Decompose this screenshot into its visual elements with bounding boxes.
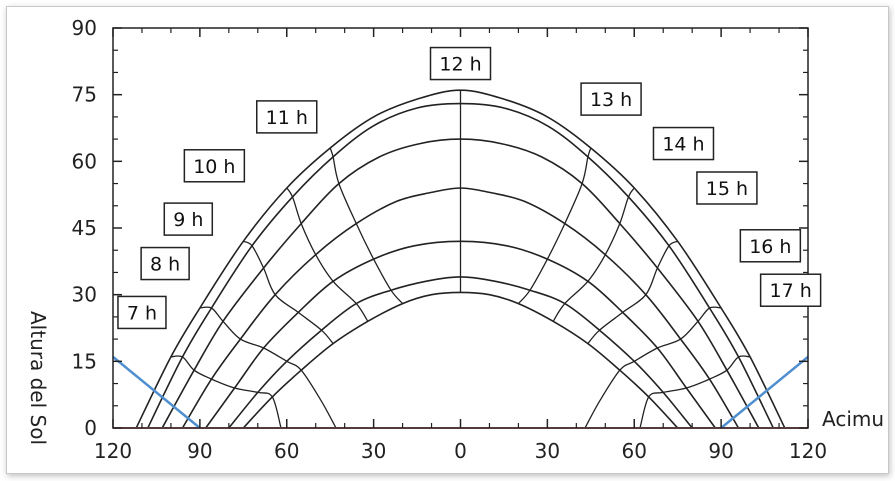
hour-line-5 [287,188,368,321]
x-tick-label: 60 [622,439,647,463]
hour-label: 13 h [581,83,641,115]
y-tick-label: 75 [72,83,97,107]
hour-label: 12 h [431,48,491,80]
x-tick-label: 90 [187,439,212,463]
hour-label-text: 9 h [173,209,203,231]
hour-label-text: 12 h [439,54,481,76]
day-curve-6 [229,277,692,428]
x-tick-label: 60 [274,439,299,463]
hour-label-text: 13 h [590,89,632,111]
x-tick-label: 90 [708,439,733,463]
x-axis-label: Acimu [822,407,884,431]
y-tick-label: 90 [72,16,97,40]
y-tick-label: 15 [72,349,97,373]
hour-label-text: 7 h [127,302,157,324]
hour-label-text: 8 h [150,254,180,276]
hour-label: 17 h [761,274,821,306]
y-tick-label: 0 [84,416,97,440]
day-curve-7 [243,292,677,428]
obstruction-line-2 [721,357,808,428]
hour-label-text: 14 h [662,134,704,156]
x-tick-label: 120 [94,439,132,463]
y-tick-label: 30 [72,283,97,307]
hour-label-text: 17 h [769,280,811,302]
hour-label-text: 16 h [749,236,791,258]
hour-label: 8 h [141,248,189,280]
y-tick-label: 60 [72,149,97,173]
hour-label: 14 h [653,128,713,160]
x-tick-label: 30 [535,439,560,463]
x-tick-label: 0 [454,439,467,463]
hour-label: 10 h [184,150,244,182]
hour-label: 15 h [697,172,757,204]
reference-lines [113,357,808,428]
hour-label: 9 h [164,203,212,235]
hour-label: 7 h [118,296,166,328]
hour-label-text: 10 h [193,156,235,178]
hour-label: 11 h [257,101,317,133]
x-tick-label: 120 [789,439,827,463]
hour-label-text: 15 h [706,178,748,200]
hour-label-text: 11 h [266,107,308,129]
hour-line-8 [518,148,590,304]
hour-line-6 [330,148,402,304]
obstruction-line-1 [113,357,200,428]
x-tick-label: 30 [361,439,386,463]
hour-label: 16 h [740,230,800,262]
hour-line-9 [553,188,634,321]
y-axis-label: Altura del Sol [26,311,50,445]
y-tick-label: 45 [72,216,97,240]
